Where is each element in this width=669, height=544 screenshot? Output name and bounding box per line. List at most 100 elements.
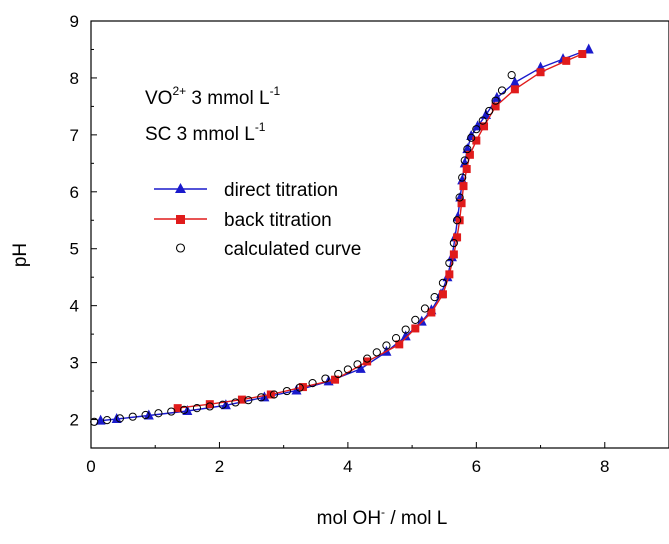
data-point-circle (231, 398, 240, 407)
data-point-circle (257, 393, 266, 402)
data-point-square (465, 150, 474, 159)
data-point-square (237, 395, 246, 404)
data-point-square (459, 182, 468, 191)
data-point-triangle (400, 330, 411, 341)
data-point-circle (391, 334, 401, 343)
data-point-circle (115, 414, 125, 423)
y-tick-label: 6 (70, 183, 79, 202)
data-point-circle (192, 404, 202, 413)
data-point-circle (154, 409, 163, 418)
data-point-circle (372, 348, 381, 357)
data-point-square (331, 375, 340, 384)
data-point-circle (308, 378, 317, 388)
y-tick-label: 3 (70, 354, 79, 373)
data-point-square (427, 308, 436, 317)
data-point-triangle (355, 362, 366, 373)
data-point-circle (478, 116, 487, 125)
data-point-square (411, 324, 420, 333)
data-point-square (578, 50, 587, 59)
data-point-circle (438, 278, 448, 287)
data-point-triangle (480, 108, 491, 119)
x-tick-label: 8 (600, 457, 609, 476)
data-point-circle (167, 407, 176, 416)
data-point-circle (141, 410, 150, 420)
data-point-circle (321, 374, 330, 383)
data-point-circle (430, 293, 439, 302)
data-point-circle (460, 156, 469, 165)
data-point-circle (244, 396, 253, 405)
svg-text:back titration: back titration (224, 210, 332, 231)
data-point-circle (363, 354, 372, 363)
data-point-circle (334, 369, 343, 379)
data-point-circle (401, 325, 410, 334)
y-tick-label: 9 (70, 12, 79, 31)
data-point-circle (472, 125, 481, 134)
plot-area-frame (90, 20, 669, 449)
data-point-circle (458, 173, 467, 182)
data-point-square (449, 250, 458, 259)
x-tick-label: 2 (215, 457, 224, 476)
legend: direct titration back titration calculat… (154, 180, 361, 260)
series-line (100, 48, 589, 422)
data-point-square (472, 136, 481, 145)
data-point-circle (485, 106, 494, 116)
data-point-square (438, 290, 447, 299)
data-point-square (363, 357, 372, 366)
data-point-circle (180, 405, 189, 414)
x-tick-label: 0 (86, 457, 95, 476)
data-point-triangle (416, 315, 427, 326)
data-point-circle (102, 416, 112, 425)
data-point-circle (353, 360, 362, 369)
y-tick-label: 5 (70, 240, 79, 259)
data-point-circle (411, 315, 420, 324)
data-point-square (480, 122, 489, 131)
data-point-square (173, 404, 182, 413)
series-calculated-curve (90, 70, 516, 426)
y-tick-label: 8 (70, 69, 79, 88)
axis-tick-labels: 0 2 4 6 8 2 3 4 5 6 7 8 9 (70, 12, 610, 476)
x-tick-label: 4 (343, 457, 352, 476)
data-point-square (510, 85, 519, 94)
data-point-square (205, 400, 214, 409)
y-axis-label: pH (10, 243, 31, 267)
svg-text:direct titration: direct titration (224, 180, 338, 201)
data-point-square (455, 216, 464, 225)
data-point-triangle (509, 76, 520, 87)
data-point-circle (282, 386, 291, 396)
axis-ticks (90, 20, 669, 449)
data-point-square (453, 233, 462, 242)
annotation-ligand: SC 3 mmol L-1 (145, 120, 266, 145)
y-tick-label: 2 (70, 411, 79, 430)
series-layer (90, 43, 594, 426)
data-point-square (562, 56, 571, 65)
data-point-circle (467, 133, 476, 142)
svg-text:calculated curve: calculated curve (224, 239, 361, 260)
data-point-circle (343, 365, 352, 374)
data-point-circle (218, 400, 227, 409)
data-point-circle (90, 417, 99, 426)
data-point-circle (420, 304, 430, 313)
x-tick-label: 6 (472, 457, 481, 476)
data-point-circle (205, 402, 214, 411)
legend-item-direct-titration: direct titration (154, 180, 338, 201)
data-point-circle (382, 341, 391, 350)
y-tick-label: 7 (70, 126, 79, 145)
annotation-vanadyl: VO2+ 3 mmol L-1 (145, 84, 281, 109)
data-point-circle (455, 193, 464, 202)
legend-triangle-icon (175, 183, 186, 193)
legend-item-calculated-curve: calculated curve (175, 239, 361, 260)
y-tick-label: 4 (70, 297, 79, 316)
data-point-triangle (462, 143, 473, 154)
data-point-circle (269, 390, 279, 399)
legend-item-back-titration: back titration (154, 210, 332, 231)
legend-square-icon (176, 215, 185, 224)
data-point-square (395, 340, 404, 349)
legend-circle-icon (175, 243, 186, 253)
data-point-circle (452, 216, 462, 225)
data-point-circle (491, 96, 500, 105)
data-point-square (445, 270, 454, 279)
x-axis-label: mol OH- / mol L (317, 505, 448, 529)
data-point-circle (445, 258, 454, 268)
data-point-square (536, 68, 545, 77)
